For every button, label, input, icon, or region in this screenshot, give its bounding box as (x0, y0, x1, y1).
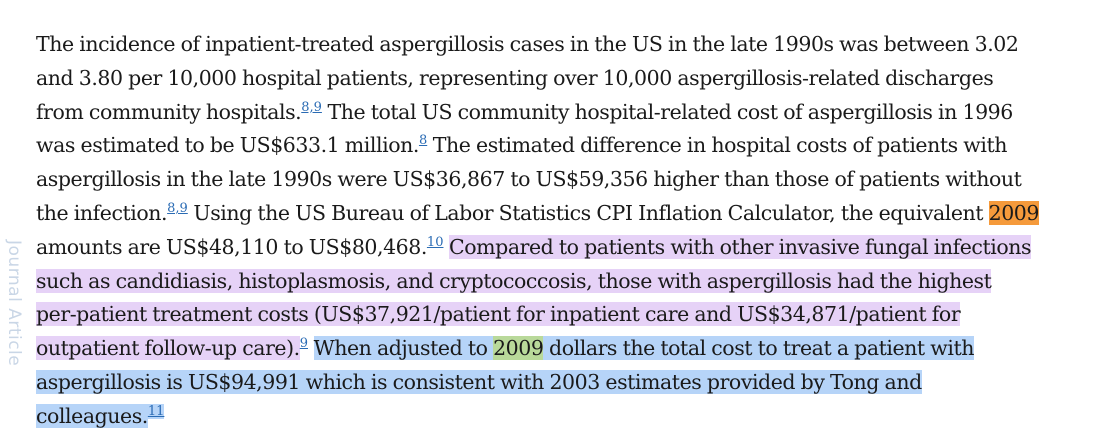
highlighted-text: colleagues. (36, 403, 148, 428)
text-span: The total US community hospital-related … (321, 99, 1013, 124)
highlighted-text: 2009 (493, 336, 544, 361)
text-span: was estimated to be US$633.1 million. (36, 133, 419, 158)
text-line: the infection.8,9 Using the US Bureau of… (36, 197, 1106, 231)
text-span: The estimated difference in hospital cos… (427, 133, 1008, 158)
text-line: aspergillosis in the late 1990s were US$… (36, 163, 1106, 197)
highlighted-text: outpatient follow-up care). (36, 336, 300, 361)
highlighted-text: dollars the total cost to treat a patien… (543, 336, 975, 361)
text-line: colleagues.11 (36, 400, 1106, 434)
highlighted-text: Compared to patients with other invasive… (449, 234, 1032, 259)
text-line: The incidence of inpatient-treated asper… (36, 28, 1106, 62)
text-span: from community hospitals. (36, 99, 302, 124)
text-span: amounts are US$48,110 to US$80,468. (36, 234, 427, 259)
citation-link[interactable]: 8,9 (301, 99, 322, 115)
text-line: aspergillosis is US$94,991 which is cons… (36, 366, 1106, 400)
text-span: aspergillosis in the late 1990s were US$… (36, 167, 1022, 192)
text-line: amounts are US$48,110 to US$80,468.10 Co… (36, 231, 1106, 265)
margin-watermark: Journal Article (4, 240, 24, 367)
highlighted-text: 2009 (988, 200, 1039, 225)
citation-link[interactable]: 8 (418, 133, 428, 149)
body-paragraph: The incidence of inpatient-treated asper… (36, 28, 1106, 434)
citation-link[interactable]: 10 (426, 234, 444, 250)
text-span: Using the US Bureau of Labor Statistics … (187, 200, 989, 225)
citation-link[interactable]: 11 (147, 403, 165, 419)
citation-link[interactable]: 9 (299, 336, 308, 352)
text-line: was estimated to be US$633.1 million.8 T… (36, 129, 1106, 163)
highlighted-text: such as candidiasis, histoplasmosis, and… (36, 268, 992, 293)
highlighted-text: When adjusted to (313, 336, 494, 361)
citation-link[interactable]: 8,9 (167, 200, 188, 216)
text-line: such as candidiasis, histoplasmosis, and… (36, 265, 1106, 299)
text-line: per-patient treatment costs (US$37,921/p… (36, 298, 1106, 332)
text-span: the infection. (36, 200, 168, 225)
text-line: from community hospitals.8,9 The total U… (36, 96, 1106, 130)
text-line: and 3.80 per 10,000 hospital patients, r… (36, 62, 1106, 96)
text-span: and 3.80 per 10,000 hospital patients, r… (36, 65, 994, 90)
text-span: The incidence of inpatient-treated asper… (36, 32, 1019, 56)
text-line: outpatient follow-up care).9 When adjust… (36, 332, 1106, 366)
highlighted-text: per-patient treatment costs (US$37,921/p… (36, 302, 961, 327)
highlighted-text: aspergillosis is US$94,991 which is cons… (36, 369, 922, 394)
text-span (308, 336, 314, 360)
